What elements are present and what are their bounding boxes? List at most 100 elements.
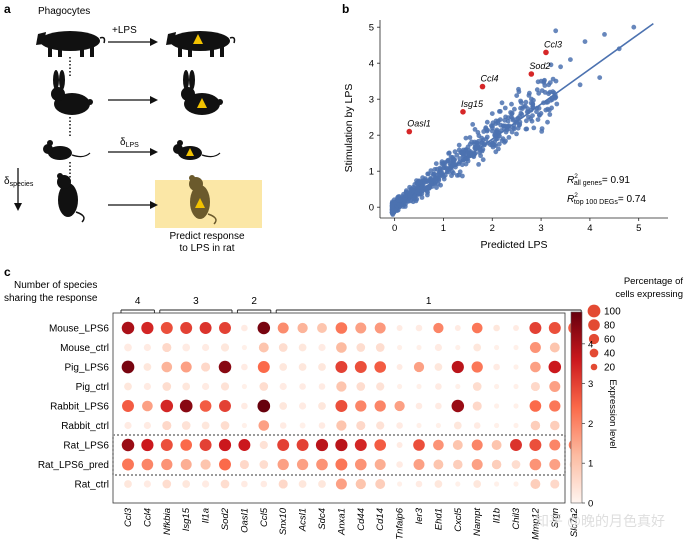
expression-dot bbox=[121, 321, 135, 335]
expression-dot bbox=[435, 422, 441, 429]
expression-dot bbox=[260, 480, 268, 488]
expression-dot bbox=[180, 459, 192, 470]
expression-dot bbox=[199, 400, 212, 412]
expression-dot bbox=[162, 479, 172, 489]
arrowhead bbox=[150, 201, 158, 209]
y-tick-label: 5 bbox=[369, 23, 374, 34]
expression-dot bbox=[259, 460, 269, 469]
delta-species-label: δspecies bbox=[4, 176, 34, 188]
scatter-point bbox=[422, 180, 427, 185]
expression-dot bbox=[472, 401, 482, 411]
expression-dot bbox=[181, 421, 191, 430]
expression-dot bbox=[493, 324, 500, 332]
expression-dot bbox=[121, 438, 135, 452]
expression-dot bbox=[435, 402, 442, 410]
group-label: 1 bbox=[426, 296, 432, 307]
row-label: Rabbit_LPS6 bbox=[50, 402, 109, 413]
scatter-point bbox=[432, 167, 438, 172]
expression-dot bbox=[241, 363, 248, 371]
expression-dot bbox=[219, 400, 231, 412]
expression-dot bbox=[415, 480, 423, 488]
expression-dot bbox=[529, 322, 542, 334]
expression-dot bbox=[241, 480, 248, 488]
watermark: 知乎 @晚的月色真好 bbox=[535, 513, 665, 529]
pig-icon bbox=[36, 31, 106, 57]
y-axis-label: Stimulation by LPS bbox=[343, 84, 355, 173]
scatter-point bbox=[419, 195, 425, 200]
expression-dot bbox=[201, 362, 211, 372]
expression-dot bbox=[434, 480, 443, 488]
expression-dot bbox=[297, 322, 308, 334]
plot-frame bbox=[112, 312, 566, 504]
expression-dot bbox=[299, 402, 307, 410]
scatter-point bbox=[509, 129, 515, 135]
expression-dot bbox=[374, 439, 387, 451]
expression-dot bbox=[375, 343, 385, 352]
expression-dot bbox=[453, 459, 463, 470]
scatter-point bbox=[543, 107, 549, 113]
scatter-point bbox=[402, 204, 408, 209]
expression-dot bbox=[122, 400, 134, 412]
scatter-point bbox=[531, 125, 537, 131]
expression-dot bbox=[279, 422, 287, 429]
column-label: Oasl1 bbox=[239, 508, 250, 533]
expression-dot bbox=[396, 442, 403, 448]
scatter-point bbox=[476, 162, 481, 167]
expression-dot bbox=[471, 361, 483, 373]
expression-dot bbox=[124, 421, 132, 430]
expression-dot bbox=[143, 480, 151, 488]
expression-dot bbox=[513, 344, 519, 351]
expression-dot bbox=[356, 382, 366, 391]
expression-dot bbox=[299, 422, 306, 429]
expression-dot bbox=[455, 481, 461, 487]
column-label: Nfkbia bbox=[162, 508, 173, 535]
row-label: Pig_ctrl bbox=[76, 382, 109, 393]
expression-dot bbox=[335, 478, 347, 490]
expression-dot bbox=[142, 400, 153, 412]
highlight-point-sod2 bbox=[528, 71, 535, 77]
scatter-point bbox=[547, 112, 553, 117]
expression-dot bbox=[529, 458, 542, 471]
expression-dot bbox=[397, 344, 403, 351]
scatter-point bbox=[398, 197, 404, 203]
scatter-point bbox=[518, 100, 524, 105]
expression-dot bbox=[180, 439, 193, 451]
expression-dot bbox=[201, 421, 210, 430]
expression-dot bbox=[513, 383, 519, 390]
rat-icon bbox=[57, 173, 85, 223]
scatter-point bbox=[461, 153, 467, 159]
expression-dot bbox=[396, 364, 403, 370]
expression-dot bbox=[278, 343, 288, 352]
expression-dot bbox=[397, 383, 403, 390]
scatter-point bbox=[489, 111, 495, 116]
scatter-point bbox=[434, 185, 439, 191]
scatter-point bbox=[481, 129, 487, 134]
scatter-point bbox=[542, 90, 548, 95]
scatter-point bbox=[548, 98, 553, 103]
expression-dot bbox=[416, 344, 422, 351]
expression-dot bbox=[433, 439, 444, 451]
expression-dot bbox=[473, 480, 482, 488]
expression-dot bbox=[413, 439, 425, 451]
delta-species-arrowhead bbox=[14, 203, 22, 211]
rat-predicted-icon bbox=[189, 175, 217, 225]
scatter-point bbox=[433, 161, 439, 167]
expression-dot bbox=[141, 458, 154, 471]
expression-dot bbox=[124, 382, 132, 391]
expression-dot bbox=[549, 459, 561, 470]
expression-dot bbox=[494, 422, 500, 429]
size-legend-label: 20 bbox=[604, 363, 616, 374]
expression-dot bbox=[161, 458, 173, 471]
expression-dot bbox=[317, 323, 327, 333]
column-label: Sod2 bbox=[220, 507, 231, 530]
size-legend-title-2: cells expressing bbox=[615, 289, 683, 300]
expression-dot bbox=[336, 381, 347, 392]
scatter-point bbox=[493, 143, 498, 149]
scatter-point bbox=[577, 82, 583, 88]
row-header-line1: Number of species bbox=[14, 280, 97, 291]
scatter-point bbox=[516, 86, 521, 92]
phagocytes-label: Phagocytes bbox=[38, 6, 90, 17]
column-label: Srgn bbox=[550, 508, 561, 528]
row-label: Rat_ctrl bbox=[75, 480, 109, 491]
colorbar-tick-label: 2 bbox=[588, 419, 593, 430]
